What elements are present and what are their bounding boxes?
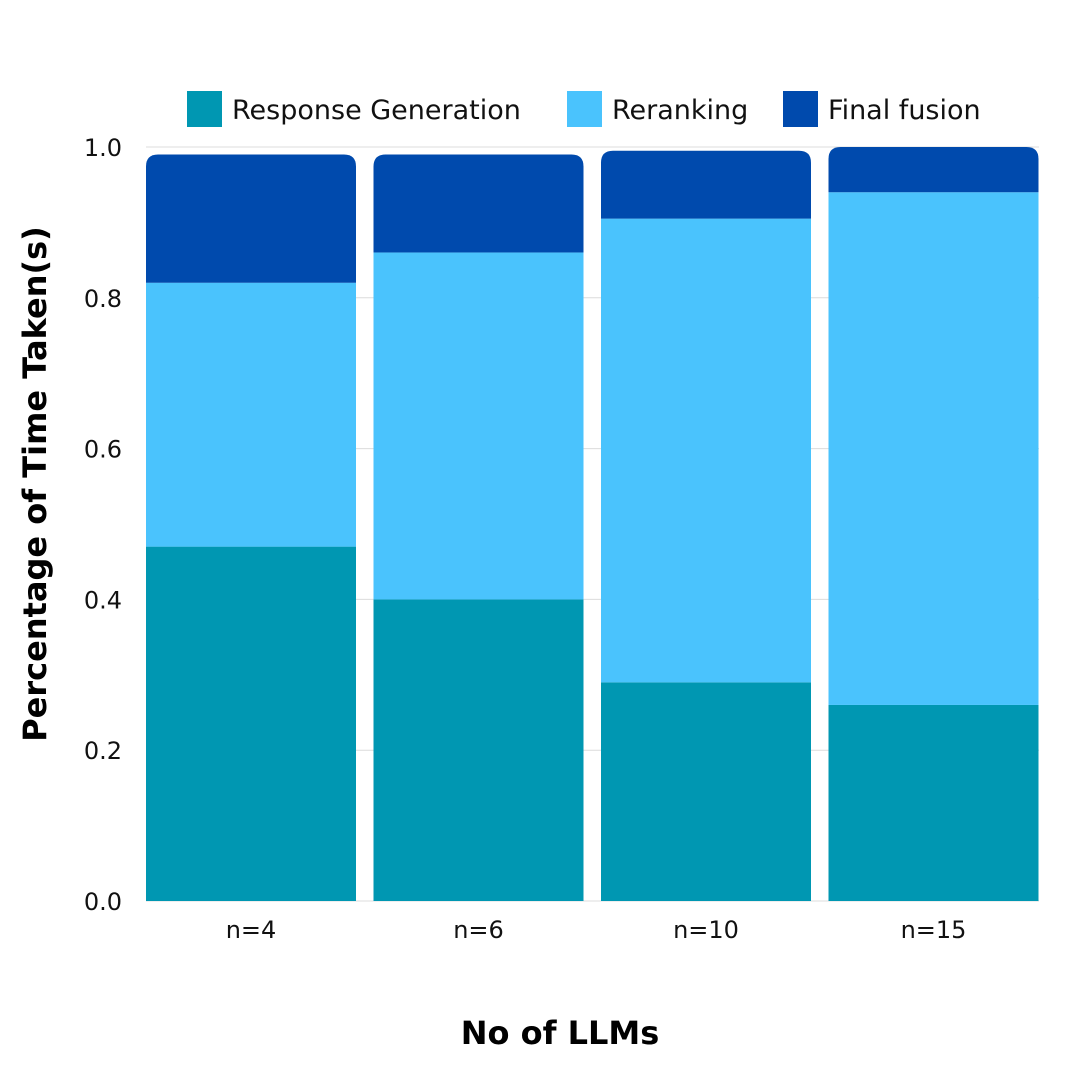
bar-stack bbox=[601, 150, 811, 901]
bar-segment bbox=[146, 154, 356, 283]
bar-stack bbox=[373, 154, 584, 901]
legend-item: Final fusion bbox=[783, 91, 981, 127]
x-tick-label: n=15 bbox=[901, 916, 967, 944]
bar-segment bbox=[146, 546, 356, 901]
y-tick-label: 0.0 bbox=[84, 888, 122, 916]
bar-segment bbox=[373, 154, 584, 253]
bar-segment bbox=[828, 147, 1039, 193]
y-axis-title: Percentage of Time Taken(s) bbox=[16, 226, 54, 742]
y-tick-label: 0.6 bbox=[84, 436, 122, 464]
legend-item: Reranking bbox=[567, 91, 748, 127]
legend-label: Response Generation bbox=[232, 95, 521, 126]
y-tick-label: 0.2 bbox=[84, 737, 122, 765]
bar-segment bbox=[828, 192, 1039, 705]
legend-swatch bbox=[187, 91, 222, 127]
bar-stack bbox=[828, 147, 1039, 901]
x-axis-title: No of LLMs bbox=[461, 1014, 660, 1052]
x-tick-label: n=6 bbox=[453, 916, 504, 944]
bar-stack bbox=[146, 154, 356, 901]
bar-segment bbox=[601, 150, 811, 219]
legend-swatch bbox=[567, 91, 602, 127]
legend-label: Reranking bbox=[612, 95, 748, 126]
x-axis-ticks: n=4 n=6 n=10 n=15 bbox=[226, 916, 967, 944]
bar-segment bbox=[601, 682, 811, 901]
y-tick-label: 0.4 bbox=[84, 586, 122, 614]
bar-segment bbox=[146, 282, 356, 547]
x-tick-label: n=10 bbox=[673, 916, 739, 944]
legend: Response Generation Reranking Final fusion bbox=[187, 91, 981, 127]
legend-item: Response Generation bbox=[187, 91, 521, 127]
y-tick-label: 0.8 bbox=[84, 285, 122, 313]
x-tick-label: n=4 bbox=[226, 916, 277, 944]
bar-segment bbox=[828, 704, 1039, 901]
bars bbox=[146, 147, 1039, 901]
bar-segment bbox=[373, 252, 584, 600]
bar-segment bbox=[601, 218, 811, 683]
y-axis-ticks: 0.0 0.2 0.4 0.6 0.8 1.0 bbox=[84, 134, 122, 916]
legend-swatch bbox=[783, 91, 818, 127]
bar-segment bbox=[373, 599, 584, 901]
legend-label: Final fusion bbox=[828, 95, 981, 126]
y-tick-label: 1.0 bbox=[84, 134, 122, 162]
